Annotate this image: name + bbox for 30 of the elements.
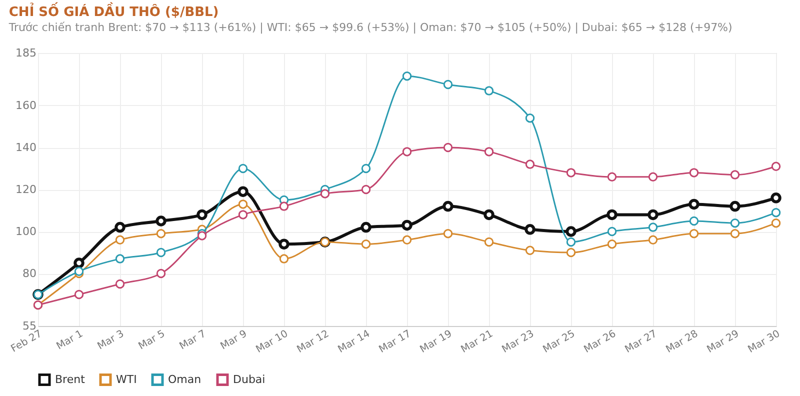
x-tick-label: Mar 25 — [541, 328, 577, 356]
x-tick-label: Mar 28 — [664, 328, 700, 356]
x-tick-label: Mar 10 — [254, 328, 290, 356]
x-tick-label: Mar 5 — [136, 328, 167, 352]
chart-subtitle: Trước chiến tranh Brent: $70 → $113 (+61%) | WTI: $65 → $99.6 (+53%) | Oman: $70 → $105 (+50%) | Dubai: $65 → $128 (+97%) — [8, 21, 732, 34]
x-tick-label: Mar 7 — [178, 328, 208, 352]
y-tick-label: 185 — [16, 46, 36, 60]
y-tick-label: 160 — [16, 99, 36, 112]
x-tick-label: Mar 23 — [500, 328, 536, 356]
x-tick-label: Mar 1 — [54, 328, 85, 352]
x-tick-label: Mar 19 — [418, 328, 454, 356]
x-tick-label: Mar 29 — [705, 328, 741, 356]
legend-label: WTI — [116, 372, 137, 386]
x-tick-label: Mar 14 — [336, 328, 372, 356]
x-tick-label: Mar 9 — [218, 328, 249, 352]
legend-label: Dubai — [233, 372, 266, 386]
x-tick-label: Mar 26 — [582, 328, 618, 356]
x-tick-label: Mar 27 — [623, 328, 659, 356]
x-tick-label: Mar 21 — [459, 328, 495, 356]
x-tick-label: Mar 12 — [295, 328, 331, 356]
x-tick-label: Mar 30 — [746, 328, 782, 356]
legend-label: Oman — [168, 372, 202, 386]
x-tick-label: Mar 3 — [96, 328, 126, 352]
chart-title: CHỈ SỐ GIÁ DẦU THÔ ($/BBL) — [8, 2, 219, 20]
y-tick-label: 100 — [16, 225, 36, 238]
x-tick-label: Mar 17 — [377, 328, 413, 356]
legend-label: Brent — [55, 372, 86, 386]
y-tick-label: 140 — [16, 141, 36, 154]
y-tick-label: 80 — [22, 267, 36, 280]
y-tick-label: 120 — [16, 183, 36, 196]
